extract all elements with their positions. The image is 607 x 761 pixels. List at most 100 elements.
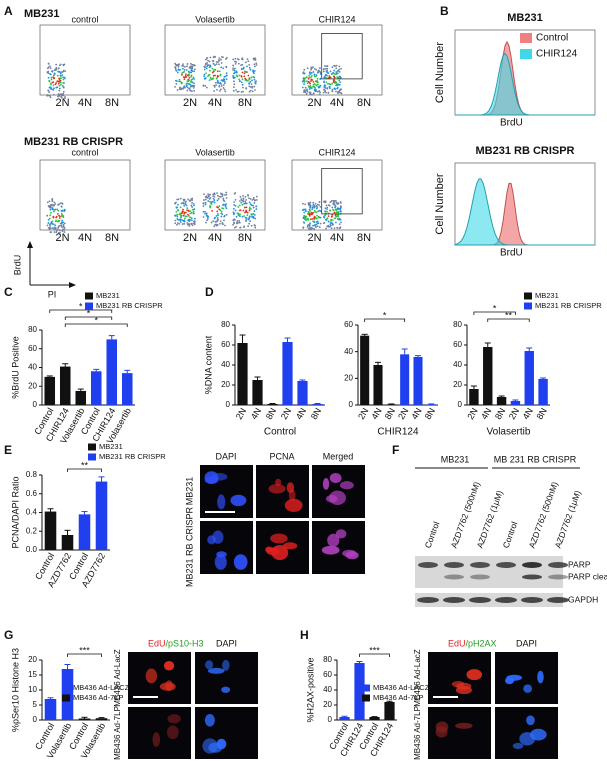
band [470, 562, 490, 568]
nucleus [204, 714, 215, 727]
flow-dot [49, 86, 52, 89]
flow-dot [306, 90, 309, 93]
significance-bracket [64, 316, 113, 320]
axis-title: BrdU [500, 118, 523, 129]
row-label: MB436 Ad-7LP [413, 706, 422, 760]
flow-plot [39, 159, 131, 231]
flow-dot [223, 79, 226, 81]
flow-dot [312, 93, 314, 96]
flow-plot [164, 24, 266, 96]
flow-dot [188, 73, 190, 76]
bar [400, 354, 410, 405]
nucleus [321, 545, 340, 555]
flow-dot [57, 227, 60, 229]
flow-dot [204, 63, 207, 66]
flow-dot [184, 215, 187, 218]
bar [237, 343, 248, 405]
flow-dot [216, 217, 219, 219]
flow-dot [216, 212, 219, 215]
flow-dot [174, 219, 177, 222]
flow-dot [178, 222, 181, 225]
legend-label: MB436 Ad-7LP [373, 693, 423, 702]
flow-dot [303, 211, 306, 214]
nucleus [335, 529, 347, 539]
flow-dot [203, 199, 205, 201]
flow-dot [303, 83, 305, 85]
flow-dot [193, 68, 196, 71]
flow-dot [311, 208, 314, 210]
flow-dot [319, 78, 322, 81]
flow-dot [47, 76, 50, 79]
flow-dot [313, 228, 316, 230]
flow-dot [193, 64, 195, 66]
ploidy-label: 8N [105, 232, 119, 244]
flow-dot [309, 222, 311, 225]
flow-dot [222, 56, 224, 59]
flow-dot [59, 63, 62, 66]
flow-dot [339, 75, 342, 78]
bar [426, 404, 436, 405]
flow-dot [233, 226, 236, 229]
row-label: MB436 Ad-LacZ [413, 649, 422, 706]
flow-dot [49, 223, 51, 226]
flow-dot [60, 205, 63, 208]
flow-dot [186, 65, 188, 68]
flow-dot [191, 224, 194, 227]
flow-dot [209, 69, 211, 72]
flow-dot [244, 200, 247, 203]
band [548, 574, 568, 580]
flow-dot [177, 203, 179, 206]
flow-dot [220, 79, 223, 82]
flow-dot [334, 204, 337, 207]
flow-dot [51, 227, 54, 230]
flow-dot [244, 216, 247, 219]
flow-dot [238, 204, 241, 207]
flow-dot [324, 90, 326, 93]
flow-dot [340, 92, 342, 95]
flow-dot [248, 209, 251, 212]
flow-dot [323, 64, 326, 67]
flow-dot [216, 80, 219, 83]
flow-dot [194, 217, 196, 220]
flow-dot [319, 205, 322, 208]
flow-dot [337, 218, 340, 221]
flow-dot [192, 212, 195, 215]
condition-title: CHIR124 [318, 147, 355, 157]
bar [483, 347, 493, 405]
flow-dot [241, 199, 243, 202]
flow-dot [303, 68, 306, 71]
flow-dot [182, 67, 184, 70]
flow-dot [51, 220, 54, 223]
flow-dot [204, 201, 207, 204]
flow-dot [57, 220, 60, 223]
flow-dot [232, 219, 235, 222]
flow-dot [304, 86, 307, 89]
flow-dot [58, 80, 61, 83]
flow-dot [215, 63, 218, 66]
flow-dot [327, 72, 330, 75]
flow-dot [47, 70, 50, 73]
flow-dot [317, 215, 320, 218]
y-tick-label: 60 [453, 340, 462, 349]
flow-dot [335, 73, 337, 76]
flow-dot [179, 218, 182, 221]
micrograph [312, 521, 365, 574]
flow-dot [333, 76, 336, 79]
band [470, 574, 490, 580]
flow-dot [49, 65, 51, 68]
flow-dot [238, 221, 240, 224]
flow-dot [245, 61, 247, 64]
flow-dot [51, 81, 54, 84]
significance-label: * [79, 301, 83, 311]
flow-dot [241, 58, 243, 60]
condition-title: control [71, 14, 98, 24]
band [547, 597, 569, 603]
flow-dot [253, 70, 256, 72]
ploidy-label: 2N [55, 97, 69, 109]
flow-dot [183, 219, 186, 222]
flow-dot [331, 219, 334, 221]
flow-dot [303, 72, 306, 75]
x-tick-label: 4N [369, 406, 383, 421]
flow-dot [312, 66, 314, 68]
legend-label: MB436 Ad-LACZ [73, 683, 130, 692]
